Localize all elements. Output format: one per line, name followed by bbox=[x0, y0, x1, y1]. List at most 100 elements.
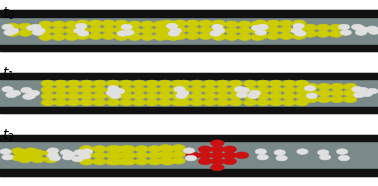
Circle shape bbox=[141, 34, 154, 40]
Circle shape bbox=[65, 34, 78, 40]
Circle shape bbox=[190, 93, 204, 100]
Circle shape bbox=[34, 28, 45, 33]
Circle shape bbox=[11, 154, 25, 161]
Circle shape bbox=[76, 26, 90, 33]
Circle shape bbox=[72, 156, 83, 162]
Bar bbox=[0, 73, 378, 79]
Circle shape bbox=[132, 99, 146, 106]
Circle shape bbox=[41, 93, 55, 100]
Circle shape bbox=[238, 87, 249, 93]
Circle shape bbox=[338, 155, 350, 161]
Circle shape bbox=[135, 158, 149, 165]
Circle shape bbox=[238, 27, 251, 34]
Circle shape bbox=[243, 80, 257, 87]
Circle shape bbox=[199, 26, 212, 33]
Circle shape bbox=[353, 92, 365, 98]
Circle shape bbox=[214, 28, 225, 33]
Circle shape bbox=[60, 150, 72, 155]
Circle shape bbox=[115, 20, 128, 27]
Circle shape bbox=[141, 21, 154, 28]
Circle shape bbox=[93, 93, 106, 100]
Circle shape bbox=[106, 80, 120, 87]
Circle shape bbox=[81, 149, 93, 154]
Circle shape bbox=[145, 99, 159, 106]
Bar bbox=[0, 135, 378, 176]
Circle shape bbox=[249, 90, 261, 96]
Circle shape bbox=[115, 33, 128, 39]
Circle shape bbox=[304, 31, 317, 37]
Circle shape bbox=[24, 148, 38, 155]
Circle shape bbox=[338, 24, 350, 30]
Circle shape bbox=[225, 27, 239, 34]
Circle shape bbox=[106, 90, 117, 96]
Circle shape bbox=[11, 148, 25, 155]
Circle shape bbox=[102, 26, 115, 33]
Circle shape bbox=[212, 27, 226, 34]
Circle shape bbox=[305, 90, 318, 96]
Circle shape bbox=[28, 90, 40, 96]
Circle shape bbox=[243, 93, 257, 100]
Circle shape bbox=[304, 24, 317, 31]
Circle shape bbox=[145, 86, 159, 93]
Circle shape bbox=[330, 90, 344, 96]
Circle shape bbox=[106, 86, 120, 93]
Circle shape bbox=[343, 96, 357, 103]
Circle shape bbox=[79, 153, 91, 159]
Circle shape bbox=[330, 96, 344, 103]
Circle shape bbox=[211, 146, 224, 153]
Circle shape bbox=[251, 21, 264, 28]
Circle shape bbox=[177, 93, 191, 100]
Circle shape bbox=[171, 93, 185, 100]
Circle shape bbox=[32, 30, 43, 35]
Circle shape bbox=[279, 26, 293, 33]
Circle shape bbox=[135, 152, 149, 159]
Circle shape bbox=[80, 146, 93, 152]
Circle shape bbox=[39, 27, 53, 34]
Circle shape bbox=[266, 20, 280, 27]
Circle shape bbox=[41, 99, 55, 106]
Circle shape bbox=[282, 86, 296, 93]
Circle shape bbox=[177, 86, 191, 93]
Circle shape bbox=[238, 34, 251, 40]
Circle shape bbox=[251, 25, 263, 31]
Circle shape bbox=[6, 30, 19, 36]
Circle shape bbox=[145, 80, 159, 87]
Circle shape bbox=[23, 94, 34, 100]
Circle shape bbox=[166, 23, 178, 29]
Circle shape bbox=[108, 86, 119, 91]
Circle shape bbox=[361, 91, 372, 97]
Circle shape bbox=[80, 86, 93, 93]
Circle shape bbox=[41, 80, 55, 87]
Circle shape bbox=[166, 21, 180, 28]
Circle shape bbox=[160, 26, 174, 33]
Circle shape bbox=[113, 88, 125, 94]
Circle shape bbox=[329, 31, 343, 37]
Circle shape bbox=[54, 93, 68, 100]
Circle shape bbox=[102, 33, 115, 39]
Circle shape bbox=[89, 33, 102, 39]
Circle shape bbox=[93, 99, 106, 106]
Circle shape bbox=[6, 92, 17, 98]
Circle shape bbox=[119, 99, 133, 106]
Circle shape bbox=[2, 154, 13, 160]
Circle shape bbox=[171, 86, 185, 93]
Circle shape bbox=[254, 33, 267, 39]
Circle shape bbox=[178, 90, 189, 96]
Circle shape bbox=[186, 152, 200, 159]
Circle shape bbox=[343, 83, 357, 90]
Circle shape bbox=[173, 20, 187, 27]
Circle shape bbox=[330, 83, 344, 90]
Circle shape bbox=[198, 152, 212, 159]
Circle shape bbox=[190, 99, 204, 106]
Circle shape bbox=[148, 152, 161, 159]
Bar bbox=[0, 169, 378, 176]
Circle shape bbox=[343, 90, 357, 96]
Circle shape bbox=[229, 93, 242, 100]
Circle shape bbox=[132, 93, 146, 100]
Circle shape bbox=[336, 149, 348, 154]
Circle shape bbox=[186, 26, 200, 33]
Circle shape bbox=[105, 158, 119, 165]
Circle shape bbox=[304, 86, 316, 91]
Circle shape bbox=[256, 93, 270, 100]
Circle shape bbox=[251, 34, 264, 40]
